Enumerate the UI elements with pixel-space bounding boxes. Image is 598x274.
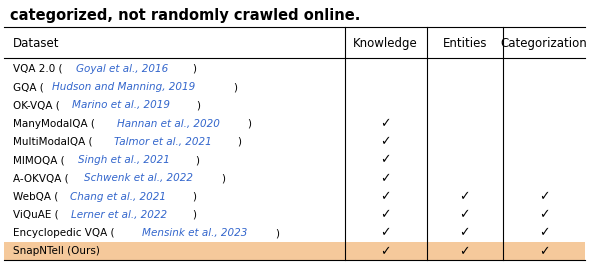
Text: MultiModalQA (: MultiModalQA (: [13, 137, 93, 147]
Text: A-OKVQA (: A-OKVQA (: [13, 173, 69, 183]
Text: Encyclopedic VQA (: Encyclopedic VQA (: [13, 228, 115, 238]
Text: ✓: ✓: [380, 227, 391, 239]
Text: ✓: ✓: [539, 227, 549, 239]
Text: ViQuAE (: ViQuAE (: [13, 210, 59, 220]
Text: WebQA (: WebQA (: [13, 192, 59, 202]
Text: GQA (: GQA (: [13, 82, 44, 92]
Text: ✓: ✓: [380, 135, 391, 148]
Text: ): ): [275, 228, 279, 238]
Text: Talmor et al., 2021: Talmor et al., 2021: [114, 137, 212, 147]
Text: ✓: ✓: [459, 245, 470, 258]
Text: SnapNTell (Ours): SnapNTell (Ours): [13, 246, 100, 256]
Text: ): ): [195, 155, 199, 165]
Text: Knowledge: Knowledge: [353, 37, 418, 50]
Text: ✓: ✓: [380, 208, 391, 221]
Text: ✓: ✓: [539, 190, 549, 203]
Text: Categorization: Categorization: [501, 37, 587, 50]
Text: ✓: ✓: [539, 245, 549, 258]
Text: MIMOQA (: MIMOQA (: [13, 155, 65, 165]
Text: ✓: ✓: [380, 245, 391, 258]
Text: ): ): [193, 210, 197, 220]
Text: Goyal et al., 2016: Goyal et al., 2016: [76, 64, 168, 74]
Text: VQA 2.0 (: VQA 2.0 (: [13, 64, 63, 74]
Text: ): ): [193, 64, 197, 74]
Text: ): ): [233, 82, 237, 92]
Text: ✓: ✓: [459, 227, 470, 239]
Text: Dataset: Dataset: [13, 37, 60, 50]
Text: OK-VQA (: OK-VQA (: [13, 100, 60, 110]
Text: ✓: ✓: [459, 190, 470, 203]
Text: ✓: ✓: [380, 172, 391, 185]
Text: ✓: ✓: [380, 190, 391, 203]
Text: categorized, not randomly crawled online.: categorized, not randomly crawled online…: [10, 8, 361, 23]
Text: Schwenk et al., 2022: Schwenk et al., 2022: [84, 173, 193, 183]
Text: ): ): [196, 100, 200, 110]
Text: ): ): [221, 173, 225, 183]
Text: ManyModalQA (: ManyModalQA (: [13, 119, 95, 129]
Text: ): ): [192, 192, 196, 202]
Text: Lerner et al., 2022: Lerner et al., 2022: [71, 210, 167, 220]
Text: Hudson and Manning, 2019: Hudson and Manning, 2019: [52, 82, 196, 92]
Text: ✓: ✓: [539, 208, 549, 221]
Text: Marino et al., 2019: Marino et al., 2019: [72, 100, 170, 110]
Text: ✓: ✓: [380, 117, 391, 130]
Bar: [4, 242, 585, 260]
Text: Singh et al., 2021: Singh et al., 2021: [78, 155, 170, 165]
Text: Mensink et al., 2023: Mensink et al., 2023: [142, 228, 247, 238]
Text: Hannan et al., 2020: Hannan et al., 2020: [117, 119, 219, 129]
Text: ✓: ✓: [459, 208, 470, 221]
Text: ): ): [237, 137, 242, 147]
Text: ): ): [247, 119, 251, 129]
Text: ✓: ✓: [380, 153, 391, 167]
Text: Entities: Entities: [443, 37, 487, 50]
Text: Chang et al., 2021: Chang et al., 2021: [71, 192, 166, 202]
